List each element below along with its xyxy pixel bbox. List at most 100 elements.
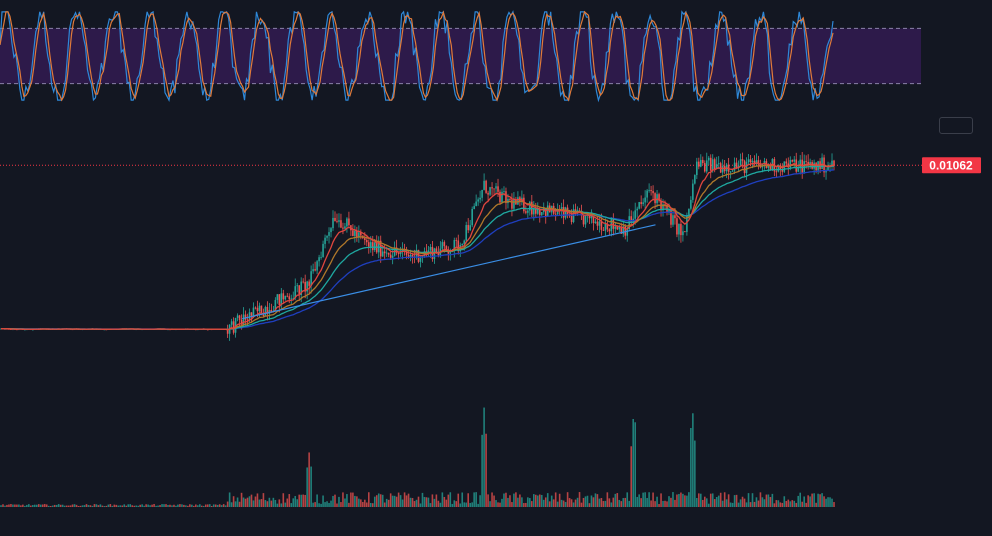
candle-body — [787, 163, 790, 168]
candle-body — [242, 314, 245, 325]
volume-bar — [823, 496, 825, 507]
candle-body — [258, 305, 261, 312]
candle-body — [564, 207, 567, 218]
volume-bar — [197, 505, 199, 507]
candle-body — [731, 170, 734, 172]
volume-bar — [4, 505, 6, 507]
candle-body — [475, 201, 477, 207]
volume-bar — [743, 498, 746, 507]
volume-bar — [590, 495, 593, 507]
candle-body — [717, 163, 720, 165]
candle-body — [449, 252, 452, 254]
candle-body — [254, 307, 257, 309]
volume-bar — [395, 496, 398, 507]
candle-body — [703, 163, 706, 172]
volume-bar — [707, 503, 710, 507]
volume-bar — [125, 505, 128, 507]
candle-body — [676, 218, 678, 235]
candle-body — [461, 244, 464, 246]
volume-bar — [523, 503, 525, 507]
volume-bar — [690, 428, 692, 507]
volume-bar — [385, 498, 388, 507]
volume-bar — [793, 500, 796, 507]
volume-bar — [546, 493, 549, 507]
volume-bar — [429, 503, 432, 507]
candle-body — [497, 186, 499, 192]
candle-body — [292, 298, 295, 300]
candle-body — [813, 162, 815, 169]
candle-body — [624, 226, 627, 236]
candle-body — [387, 252, 390, 255]
candle-body — [322, 243, 324, 257]
candle-body — [240, 320, 243, 325]
candle-body — [713, 159, 716, 170]
volume-bar — [431, 494, 434, 507]
volume-bar — [767, 494, 770, 507]
candle-body — [334, 217, 336, 222]
volume-bar — [411, 498, 414, 507]
candle-body — [825, 170, 827, 173]
volume-bar — [564, 502, 567, 507]
volume-bar — [389, 493, 392, 507]
volume-bar — [163, 504, 165, 507]
volume-bar — [548, 501, 551, 507]
toolbar-button[interactable] — [939, 117, 973, 134]
volume-bar — [26, 504, 28, 507]
volume-bar — [111, 505, 114, 507]
volume-bar — [409, 497, 412, 507]
volume-bar — [99, 504, 102, 507]
trend-line[interactable] — [242, 224, 656, 320]
volume-bar — [640, 498, 642, 507]
volume-bar — [662, 500, 664, 507]
volume-bar — [264, 500, 267, 507]
volume-bar — [322, 495, 324, 507]
volume-bar — [616, 493, 619, 507]
volume-bar — [200, 505, 203, 507]
candle-body — [596, 221, 599, 226]
volume-bar — [81, 505, 84, 507]
volume-bar — [602, 501, 605, 507]
candle-body — [650, 190, 652, 192]
volume-bar — [574, 499, 577, 507]
volume-bar — [483, 407, 485, 507]
volume-bar — [246, 497, 249, 507]
volume-bar — [63, 505, 66, 507]
candle-body — [244, 314, 247, 320]
volume-bar — [226, 501, 229, 507]
candle-body — [646, 190, 648, 198]
volume-bar — [324, 502, 326, 507]
volume-bar — [270, 500, 273, 507]
volume-bar — [531, 501, 533, 507]
volume-bar — [141, 504, 143, 507]
candle-body — [638, 202, 640, 209]
candle-body — [399, 251, 402, 255]
volume-bar — [618, 499, 621, 507]
volume-bar — [91, 505, 94, 507]
volume-bar — [228, 492, 231, 507]
volume-bar — [67, 505, 70, 507]
volume-bar — [650, 500, 652, 507]
volume-bar — [451, 503, 454, 507]
volume-bar — [256, 493, 259, 507]
volume-bar — [318, 503, 320, 507]
volume-bar — [43, 504, 46, 507]
volume-bar — [542, 499, 545, 507]
candle-body — [294, 286, 297, 299]
volume-bar — [236, 497, 239, 507]
candle-body — [763, 161, 766, 164]
candle-body — [417, 249, 420, 262]
candle-body — [262, 314, 265, 317]
volume-bar — [85, 504, 88, 507]
candle-body — [391, 255, 394, 258]
candle-body — [592, 213, 595, 224]
volume-bar — [467, 493, 469, 507]
volume-bar — [475, 492, 477, 507]
volume-bar — [624, 497, 627, 507]
volume-bar — [326, 501, 328, 507]
volume-bar — [8, 504, 10, 507]
candle-body — [735, 162, 738, 168]
volume-bar — [417, 496, 420, 507]
volume-bar — [222, 504, 225, 507]
